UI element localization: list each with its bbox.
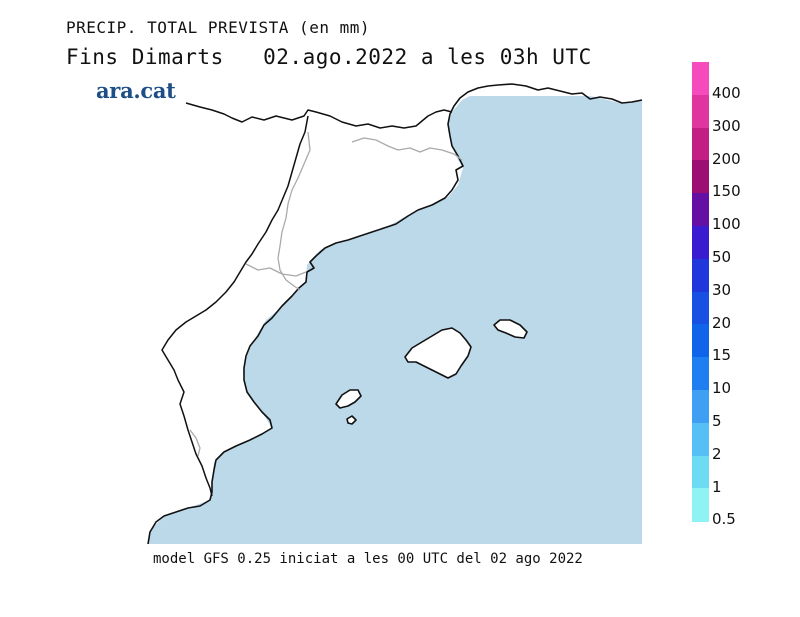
legend-swatch-30 (692, 258, 709, 293)
legend-label-400: 400 (712, 84, 741, 102)
legend-label-300: 300 (712, 116, 741, 135)
legend-swatch-0.5 (692, 488, 709, 522)
legend-label-100: 100 (712, 215, 741, 234)
legend-label-15: 15 (712, 346, 732, 365)
legend-label-200: 200 (712, 149, 741, 168)
legend-swatch-1 (692, 455, 709, 489)
island-eivissa (335, 389, 362, 409)
legend-swatch-2 (692, 422, 709, 457)
legend-label-150: 150 (712, 182, 741, 201)
legend-swatch-20 (692, 291, 709, 325)
legend-label-1: 1 (712, 477, 722, 496)
coastline (147, 83, 643, 545)
legend-swatch-150 (692, 160, 709, 194)
legend-swatch-15 (692, 324, 709, 358)
legend-swatch-10 (692, 357, 709, 391)
legend-swatch-200 (692, 127, 709, 161)
island-mallorca (404, 327, 472, 379)
legend-label-10: 10 (712, 379, 732, 398)
island-formentera (346, 415, 357, 425)
ara-cat-logo: ara.cat (96, 78, 176, 103)
legend-swatch-100 (692, 193, 709, 227)
legend-swatch-300 (692, 94, 709, 129)
map-title: PRECIP. TOTAL PREVISTA (en mm) (66, 18, 370, 37)
legend-label-30: 30 (712, 280, 732, 299)
legend-label-50: 50 (712, 248, 732, 266)
legend-swatch-50 (692, 226, 709, 260)
legend-label-0.5: 0.5 (712, 510, 736, 529)
forecast-valid-time: Fins Dimarts 02.ago.2022 a les 03h UTC (66, 45, 592, 69)
legend-label-5: 5 (712, 412, 722, 430)
island-menorca (493, 319, 528, 339)
region-border (189, 131, 463, 457)
legend-swatch-5 (692, 390, 709, 424)
land-north-strip (470, 84, 642, 103)
legend-label-2: 2 (712, 444, 722, 463)
legend-label-20: 20 (712, 313, 732, 332)
land-border (161, 102, 453, 497)
legend-swatch-400 (692, 62, 709, 96)
model-run-info: model GFS 0.25 iniciat a les 00 UTC del … (153, 551, 583, 567)
land-area (148, 96, 470, 544)
